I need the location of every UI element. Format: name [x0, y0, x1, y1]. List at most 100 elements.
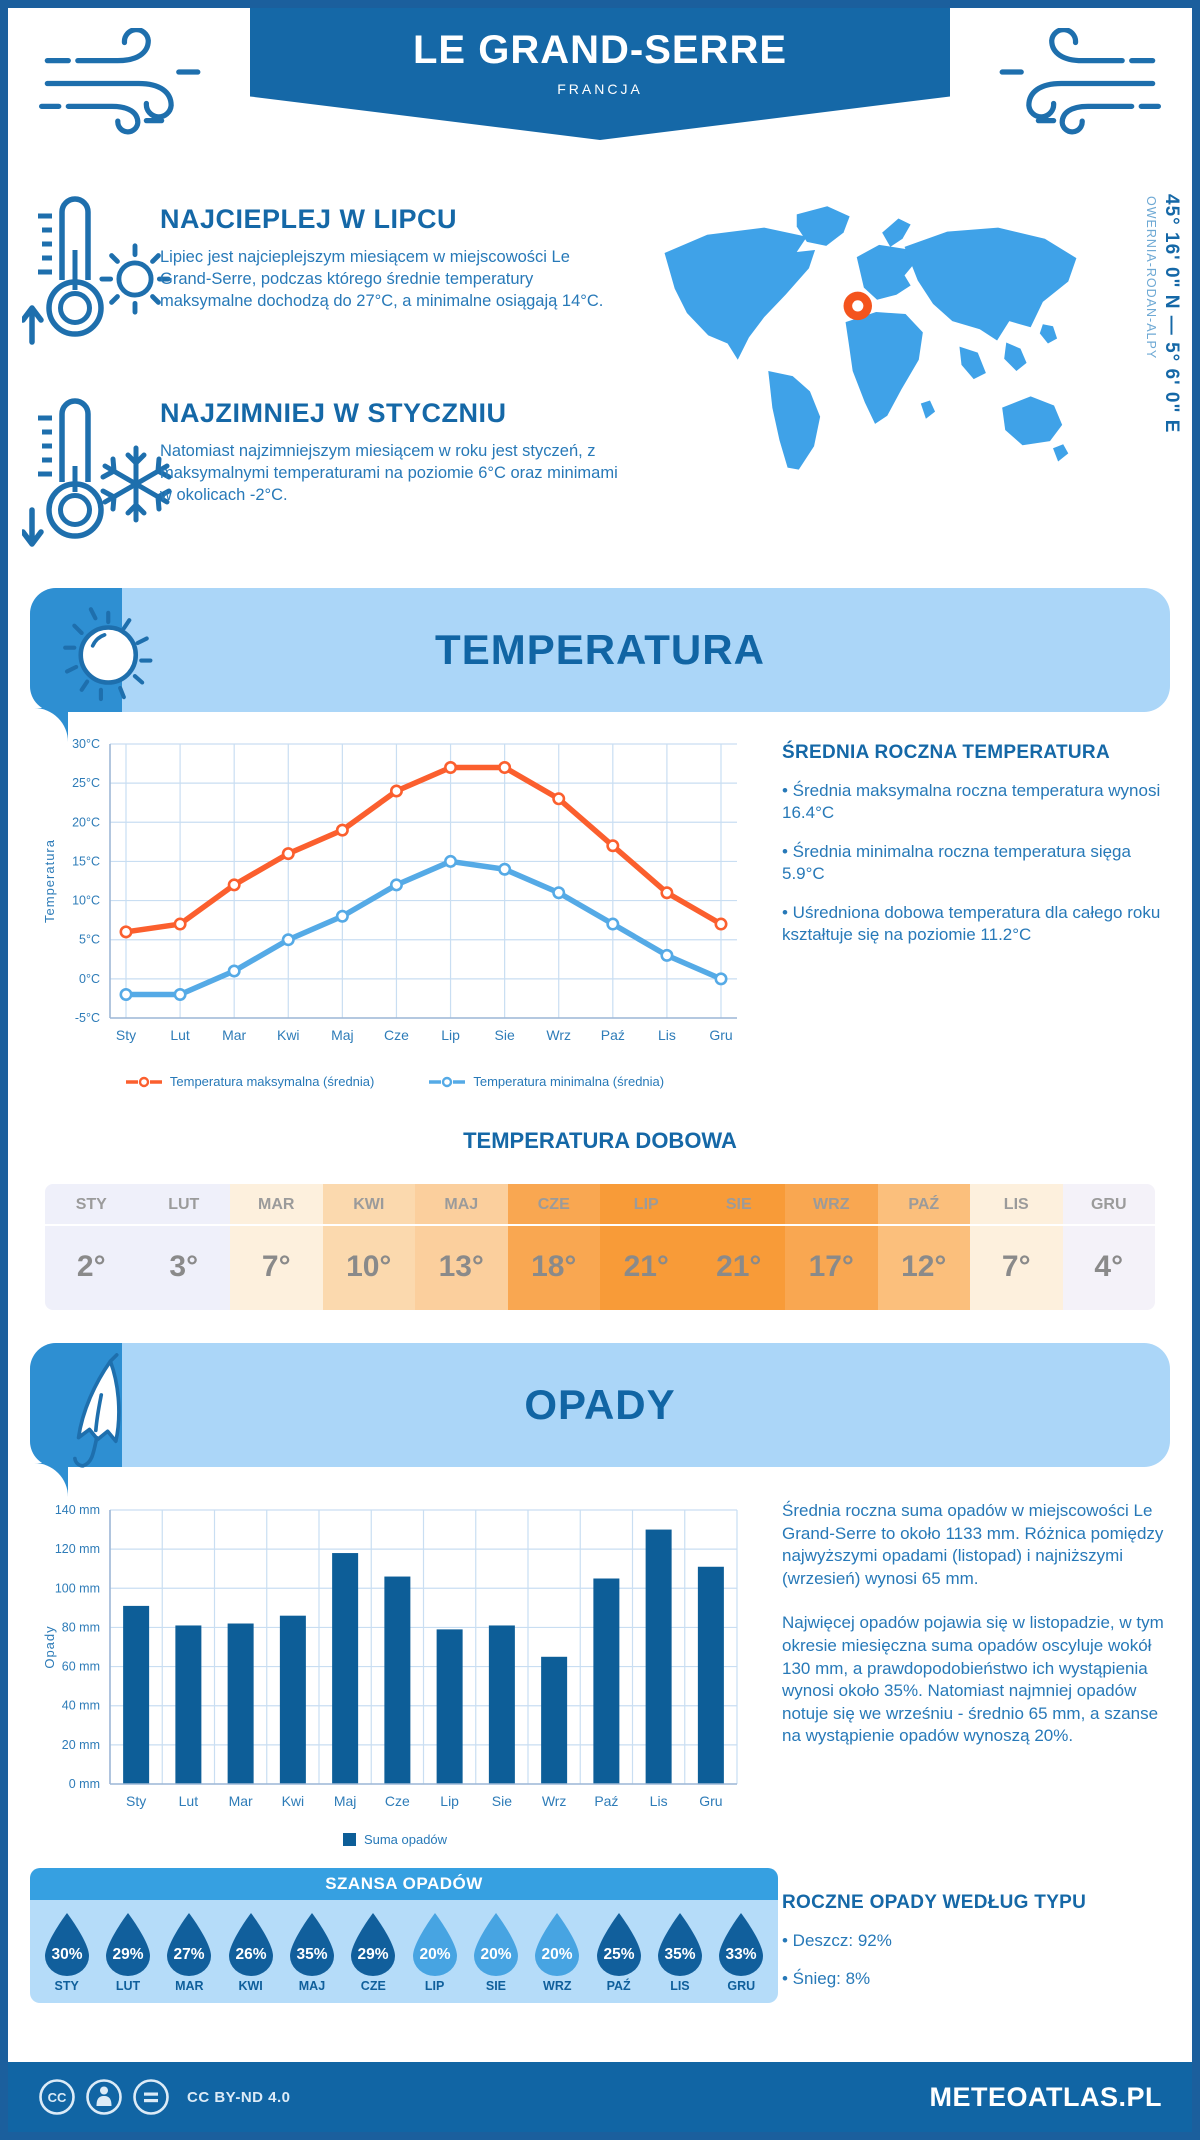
table-column: LIS 7° — [970, 1184, 1063, 1310]
svg-text:Cze: Cze — [385, 1793, 410, 1809]
svg-text:Maj: Maj — [331, 1027, 354, 1043]
table-month-header: LIS — [970, 1184, 1063, 1226]
chance-month-label: STY — [54, 1979, 79, 1993]
precipitation-legend: Suma opadów — [40, 1832, 750, 1847]
series-line — [123, 858, 724, 998]
cc-icon: CC — [39, 2079, 75, 2115]
legend-marker-icon — [429, 1076, 466, 1087]
thermometer-down-icon — [22, 398, 104, 547]
data-point — [389, 878, 403, 892]
table-column: LIP 21° — [600, 1184, 693, 1310]
bar-chart-svg: 0 mm 20 mm 40 mm 60 mm 80 mm 100 mm 120 mm 140 … — [42, 1503, 738, 1809]
precipitation-chance-panel: SZANSA OPADÓW 30% STY 29% LUT 27% MAR 26% KWI 35… — [30, 1868, 778, 2003]
table-temperature-value: 21° — [623, 1250, 669, 1283]
bar — [541, 1656, 568, 1784]
chance-month-label: LIP — [424, 1979, 445, 1993]
coldest-title: NAJZIMNIEJ W STYCZNIU — [160, 398, 507, 428]
precipitation-chance-title: SZANSA OPADÓW — [30, 1868, 778, 1900]
svg-text:Mar: Mar — [222, 1027, 246, 1043]
table-temperature-value: 3° — [169, 1250, 199, 1283]
table-temperature-value: 17° — [808, 1250, 854, 1283]
svg-text:30°C: 30°C — [72, 737, 100, 751]
raindrop-icon: 35% — [657, 1913, 702, 1976]
table-month-header: KWI — [322, 1184, 415, 1226]
bar — [123, 1605, 150, 1784]
table-month-header: CZE — [507, 1184, 600, 1226]
site-name: METEOATLAS.PL — [929, 2081, 1162, 2112]
svg-text:20%: 20% — [480, 1946, 511, 1963]
raindrop-icon: 30% — [44, 1913, 89, 1976]
svg-text:-5°C: -5°C — [75, 1011, 100, 1025]
temperature-band: TEMPERATURA — [30, 588, 1170, 712]
table-month-header: GRU — [1062, 1184, 1155, 1226]
legend-item: Temperatura minimalna (średnia) — [429, 1074, 664, 1089]
data-point — [119, 988, 133, 1002]
table-column: SIE 21° — [692, 1184, 785, 1310]
warmest-title: NAJCIEPLEJ W LIPCU — [160, 204, 458, 234]
annual-temperature-bullets: • Średnia maksymalna roczna temperatura … — [782, 780, 1172, 947]
precipitation-band: OPADY — [30, 1343, 1170, 1467]
precipitation-bar-chart: 0 mm 20 mm 40 mm 60 mm 80 mm 100 mm 120 mm 140 … — [40, 1494, 750, 1830]
sun-icon — [63, 607, 153, 702]
svg-text:Sty: Sty — [116, 1027, 136, 1043]
svg-text:Lip: Lip — [441, 1027, 460, 1043]
bar — [645, 1529, 672, 1784]
svg-text:20°C: 20°C — [72, 815, 100, 829]
chance-drop-cell: 35% MAJ — [283, 1912, 341, 1993]
chance-month-label: SIE — [485, 1979, 507, 1993]
table-month-header: STY — [45, 1184, 138, 1226]
license-text: CC BY-ND 4.0 — [187, 2088, 291, 2106]
table-temperature-value: 7° — [261, 1250, 291, 1283]
data-point — [227, 878, 241, 892]
raindrop-icon: 29% — [105, 1913, 150, 1976]
data-point — [552, 792, 566, 806]
table-temperature-value: 18° — [531, 1250, 577, 1283]
svg-text:Wrz: Wrz — [542, 1793, 567, 1809]
precipitation-types-title: ROCZNE OPADY WEDŁUG TYPU — [782, 1892, 1087, 1913]
chance-drop-cell: 33% GRU — [712, 1912, 770, 1993]
temperature-line-chart: -5°C 0°C 5°C 10°C 15°C 20°C 25°C 30°C Sty Lut Mar K… — [40, 726, 750, 1062]
type-bullet: • Śnieg: 8% — [782, 1969, 871, 1989]
legend-label: Suma opadów — [363, 1832, 448, 1847]
bar — [384, 1576, 411, 1784]
data-point — [335, 823, 349, 837]
svg-text:20 mm: 20 mm — [62, 1738, 100, 1752]
table-column: STY 2° — [45, 1184, 138, 1310]
legend-label: Temperatura minimalna (średnia) — [473, 1074, 665, 1089]
daily-temperature-title: TEMPERATURA DOBOWA — [463, 1128, 737, 1153]
table-column: KWI 10° — [322, 1184, 415, 1310]
svg-text:140 mm: 140 mm — [55, 1503, 100, 1517]
svg-text:Lut: Lut — [170, 1027, 190, 1043]
table-column: CZE 18° — [507, 1184, 600, 1310]
coordinates-text: 45° 16' 0" N — 5° 6' 0" E — [1161, 194, 1182, 434]
data-point — [714, 972, 728, 986]
daily-temperature-table: STY 2° LUT 3° MAR 7° KWI 10° MAJ 13° CZE 18° LIP 21° S… — [45, 1184, 1155, 1310]
legend-marker-icon — [125, 1076, 162, 1087]
precipitation-text-panel: Średnia roczna suma opadów w miejscowośc… — [782, 1500, 1172, 1748]
page-subtitle: FRANCJA — [557, 81, 643, 97]
table-month-header: LUT — [137, 1184, 230, 1226]
svg-text:Sie: Sie — [492, 1793, 512, 1809]
svg-text:Lut: Lut — [179, 1793, 199, 1809]
raindrop-icon: 20% — [412, 1913, 457, 1976]
svg-text:120 mm: 120 mm — [55, 1542, 100, 1556]
band-curl — [30, 1463, 68, 1497]
bar — [175, 1625, 202, 1784]
data-point — [335, 909, 349, 923]
table-column: GRU 4° — [1062, 1184, 1155, 1310]
svg-text:33%: 33% — [726, 1946, 757, 1963]
chance-month-label: LIS — [670, 1979, 690, 1993]
svg-text:29%: 29% — [358, 1946, 389, 1963]
raindrop-icon: 20% — [535, 1913, 580, 1976]
data-point — [227, 964, 241, 978]
svg-text:5°C: 5°C — [79, 933, 100, 947]
wind-icon — [39, 28, 201, 135]
legend-item: Temperatura maksymalna (średnia) — [125, 1074, 374, 1089]
table-month-header: LIP — [600, 1184, 693, 1226]
svg-text:Temperatura: Temperatura — [42, 839, 57, 923]
data-point — [281, 933, 295, 947]
legend-square-icon — [342, 1833, 356, 1846]
table-temperature-value: 13° — [438, 1250, 484, 1283]
svg-text:Maj: Maj — [334, 1793, 357, 1809]
